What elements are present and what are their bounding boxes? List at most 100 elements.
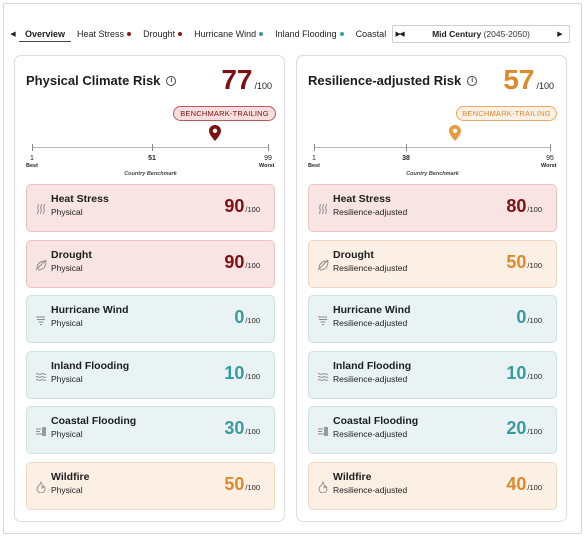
hazard-name: Coastal Flooding	[51, 415, 137, 428]
scale-tick-min	[314, 144, 315, 151]
resilience-risk-panel: Resilience-adjusted Risk i 57 /100 BENCH…	[296, 55, 567, 522]
hazard-score: 90/100	[224, 251, 260, 272]
hazard-score: 20/100	[506, 418, 542, 439]
hazard-score: 50/100	[224, 474, 260, 494]
benchmark-scale: 1 51 99 Best Worst Country Benchmark	[26, 125, 275, 177]
status-dot	[339, 32, 344, 36]
hazard-name: Drought	[333, 248, 374, 261]
chevron-right-icon[interactable]: ▶	[557, 31, 563, 38]
hazard-card-heat-stress[interactable]: Heat Stress Resilience-adjusted 80/100	[308, 184, 557, 232]
scale-tick-max	[550, 144, 551, 151]
hazard-score: 90/100	[224, 196, 260, 216]
hazard-name: Wildfire	[51, 471, 90, 483]
physical-risk-panel: Physical Climate Risk i 77 /100 BENCHMAR…	[14, 55, 285, 522]
hazard-category: Resilience-adjusted	[333, 485, 408, 495]
hazard-category: Physical	[51, 485, 83, 495]
hazard-card-inland-flooding[interactable]: Inland Flooding Resilience-adjusted 10/100	[308, 350, 557, 399]
tab-coastal[interactable]: Coastal	[355, 29, 387, 39]
scale-line	[32, 147, 269, 148]
hazard-name: Wildfire	[333, 471, 372, 483]
hazard-category: Physical	[51, 373, 83, 384]
hazard-score: 0/100	[234, 307, 260, 328]
hazard-category: Physical	[51, 262, 83, 273]
overall-score: 77 /100	[221, 64, 272, 95]
hazard-score: 30/100	[224, 418, 260, 439]
hazard-name: Drought	[51, 248, 92, 261]
scale-min-label: 1	[312, 155, 316, 162]
panel-title: Resilience-adjusted Risk i	[308, 73, 478, 88]
time-period-selector[interactable]: ◀ Mid Century (2045-2050) ▶	[392, 25, 570, 43]
info-icon[interactable]: i	[166, 75, 177, 86]
status-badge: BENCHMARK-TRAILING	[456, 106, 557, 121]
status-badge: BENCHMARK-TRAILING	[173, 106, 276, 121]
scale-tick-mid	[152, 144, 153, 151]
hazard-card-heat-stress[interactable]: Heat Stress Physical 90/100	[26, 184, 275, 232]
flood-waves-icon	[317, 372, 329, 381]
hazard-category: Resilience-adjusted	[333, 429, 408, 440]
flood-waves-icon	[35, 372, 47, 381]
scale-worst-caption: Worst	[259, 163, 275, 169]
hazard-tab-bar: ◀ Overview Heat Stress Drought Hurricane…	[7, 26, 404, 42]
scale-tick-mid	[406, 144, 407, 151]
wind-icon	[318, 316, 327, 326]
flame-icon	[36, 481, 46, 493]
scale-max-label: 95	[546, 155, 554, 162]
hazard-card-wildfire[interactable]: Wildfire Physical 50/100	[26, 462, 275, 510]
scale-worst-caption: Worst	[541, 163, 557, 169]
status-dot	[178, 32, 183, 36]
hazard-name: Inland Flooding	[333, 359, 412, 372]
hazard-score: 40/100	[506, 474, 542, 494]
chevron-left-icon[interactable]: ◀	[399, 31, 405, 38]
hazard-name: Inland Flooding	[51, 359, 130, 372]
chevron-left-icon[interactable]: ◀	[10, 31, 16, 38]
info-icon[interactable]: i	[467, 75, 478, 86]
coastal-icon	[36, 427, 46, 437]
wind-icon	[36, 316, 45, 326]
status-dot	[127, 32, 132, 36]
scale-best-caption: Best	[308, 163, 320, 169]
tab-overview[interactable]: Overview	[19, 26, 72, 42]
hazard-category: Resilience-adjusted	[333, 318, 408, 329]
scale-mid-label: 51	[148, 155, 156, 162]
location-pin-icon	[209, 125, 222, 141]
tab-heat-stress[interactable]: Heat Stress	[71, 26, 137, 42]
hazard-card-drought[interactable]: Drought Physical 90/100	[26, 239, 275, 288]
benchmark-scale: 1 38 95 Best Worst Country Benchmark	[308, 125, 557, 177]
hazard-score: 50/100	[506, 251, 542, 272]
scale-tick-min	[32, 144, 33, 151]
hazard-score: 80/100	[506, 196, 542, 216]
hazard-name: Hurricane Wind	[333, 304, 411, 317]
status-dot	[259, 32, 264, 36]
hazard-name: Hurricane Wind	[51, 304, 129, 317]
hazard-name: Heat Stress	[51, 193, 109, 205]
scale-caption: Country Benchmark	[406, 171, 459, 177]
leaf-slash-icon	[317, 259, 329, 271]
hazard-card-wildfire[interactable]: Wildfire Resilience-adjusted 40/100	[308, 462, 557, 510]
location-pin-icon	[448, 125, 461, 141]
scale-mid-label: 38	[402, 155, 410, 162]
hazard-card-inland-flooding[interactable]: Inland Flooding Physical 10/100	[26, 350, 275, 399]
overall-score: 57 /100	[503, 64, 554, 95]
tab-inland-flooding[interactable]: Inland Flooding	[269, 26, 350, 42]
tab-hurricane-wind[interactable]: Hurricane Wind	[188, 26, 269, 42]
hazard-category: Physical	[51, 207, 83, 217]
hazard-card-hurricane-wind[interactable]: Hurricane Wind Resilience-adjusted 0/100	[308, 295, 557, 344]
hazard-category: Resilience-adjusted	[333, 262, 408, 273]
hazard-card-coastal-flooding[interactable]: Coastal Flooding Physical 30/100	[26, 406, 275, 455]
hazard-score: 0/100	[516, 307, 542, 328]
tab-drought[interactable]: Drought	[137, 26, 188, 42]
hazard-category: Physical	[51, 318, 83, 329]
hazard-score: 10/100	[224, 362, 260, 383]
hazard-card-coastal-flooding[interactable]: Coastal Flooding Resilience-adjusted 20/10…	[308, 406, 557, 455]
chevron-right-icon[interactable]: ▶	[395, 31, 401, 38]
heat-waves-icon	[319, 203, 327, 215]
panel-title: Physical Climate Risk i	[26, 73, 177, 88]
scale-max-label: 99	[264, 155, 272, 162]
coastal-icon	[318, 427, 328, 437]
hazard-category: Physical	[51, 429, 83, 440]
scale-tick-max	[268, 144, 269, 151]
hazard-card-drought[interactable]: Drought Resilience-adjusted 50/100	[308, 239, 557, 288]
scale-caption: Country Benchmark	[124, 171, 177, 177]
hazard-card-hurricane-wind[interactable]: Hurricane Wind Physical 0/100	[26, 295, 275, 344]
flame-icon	[318, 481, 328, 493]
